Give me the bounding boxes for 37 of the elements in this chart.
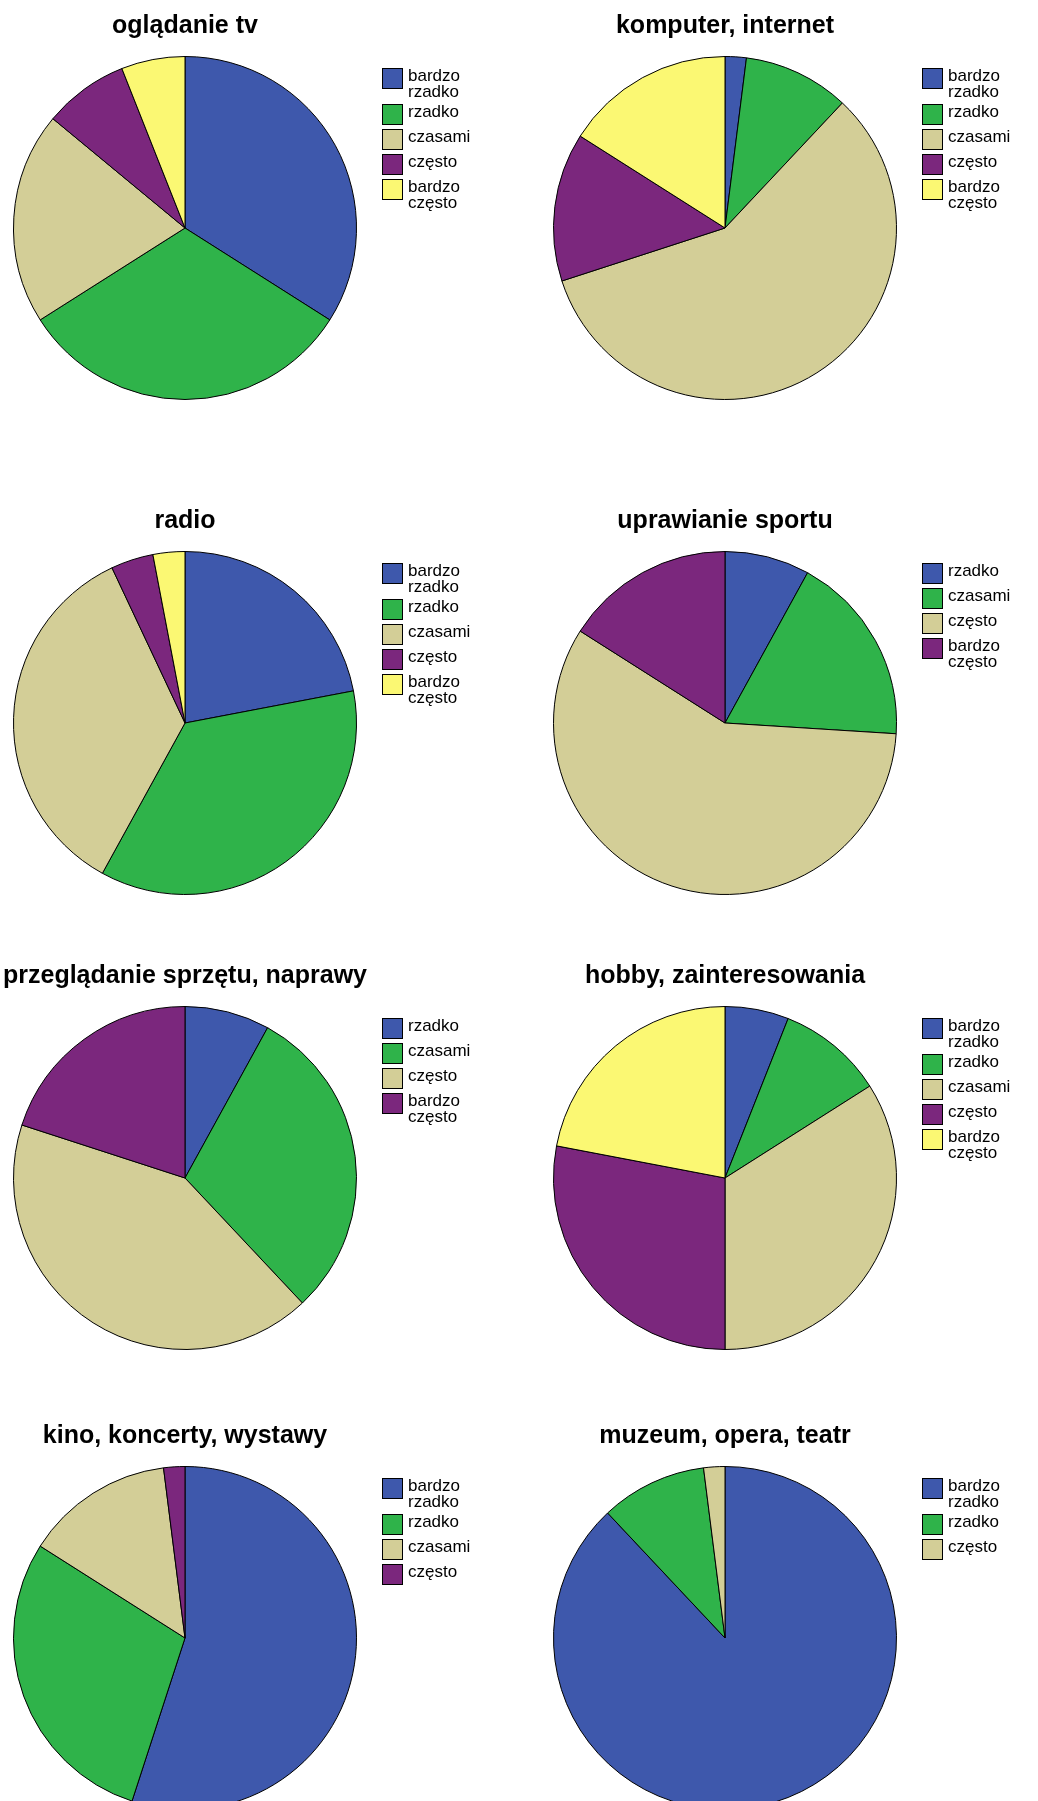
legend-label: bardzo często xyxy=(948,636,1001,671)
legend-label: rzadko xyxy=(408,1016,461,1035)
legend-label: często xyxy=(948,152,999,171)
chart-title: muzeum, opera, teatr xyxy=(598,1420,852,1449)
legend-label: rzadko xyxy=(408,597,461,616)
legend-label: bardzo często xyxy=(408,177,461,212)
legend-label: rzadko xyxy=(948,102,1001,121)
chart-title: hobby, zainteresowania xyxy=(583,960,867,989)
legend-label: rzadko xyxy=(948,1052,1001,1071)
legend-label: czasami xyxy=(408,127,471,146)
legend-label: czasami xyxy=(948,586,1011,605)
legend-label: często xyxy=(948,1102,999,1121)
legend-label: czasami xyxy=(408,1041,471,1060)
legend-label: często xyxy=(948,611,999,630)
legend-label: rzadko xyxy=(408,102,461,121)
legend-label: czasami xyxy=(408,622,471,641)
legend-label: często xyxy=(408,152,459,171)
legend-label: rzadko xyxy=(948,561,1001,580)
legend-label: rzadko xyxy=(408,1512,461,1531)
legend-label: czasami xyxy=(408,1537,471,1556)
legend-label: bardzo często xyxy=(948,177,1001,212)
legend-label: często xyxy=(408,647,459,666)
chart-title: uprawianie sportu xyxy=(616,505,834,534)
legend-label: czasami xyxy=(948,1077,1011,1096)
legend-label: często xyxy=(948,1537,999,1556)
chart-title: kino, koncerty, wystawy xyxy=(41,1420,329,1449)
legend-label: bardzo często xyxy=(408,672,461,707)
legend-label: czasami xyxy=(948,127,1011,146)
chart-title: komputer, internet xyxy=(614,10,836,39)
legend-label: rzadko xyxy=(948,1512,1001,1531)
chart-title: przeglądanie sprzętu, naprawy xyxy=(2,960,368,989)
legend-label: bardzo często xyxy=(948,1127,1001,1162)
chart-title: oglądanie tv xyxy=(111,10,259,39)
legend-label: często xyxy=(408,1562,459,1581)
legend-label: bardzo często xyxy=(408,1091,461,1126)
chart-title: radio xyxy=(153,505,217,534)
legend-label: często xyxy=(408,1066,459,1085)
